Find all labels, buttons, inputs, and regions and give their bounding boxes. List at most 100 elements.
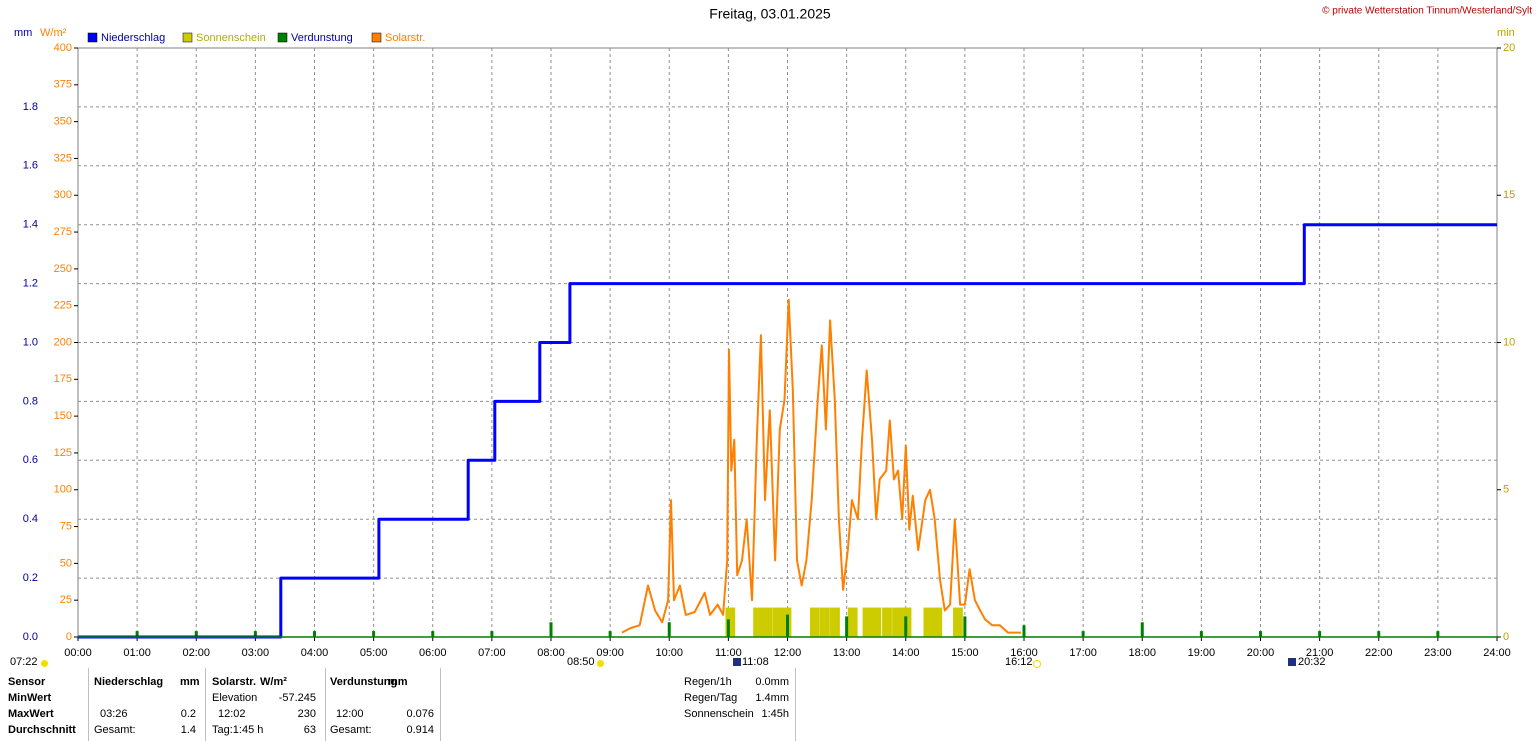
- bar: [1199, 631, 1203, 637]
- legend-label: Niederschlag: [101, 32, 165, 44]
- y3-tick-label: 325: [54, 152, 72, 164]
- status-label: Regen/1h: [684, 676, 732, 688]
- stats-cell: Gesamt:: [94, 724, 136, 736]
- bar: [490, 631, 494, 637]
- chart: Freitag, 03.01.2025 © private Wetterstat…: [14, 6, 1532, 659]
- copyright: © private Wetterstation Tinnum/Westerlan…: [1322, 6, 1532, 17]
- y-tick-label: 1.0: [23, 336, 38, 348]
- y3-tick-label: 175: [54, 373, 72, 385]
- y2-tick-label: 20: [1503, 42, 1515, 54]
- y3-axis-unit: W/m²: [40, 27, 67, 39]
- stats-row-label: Durchschnitt: [8, 724, 76, 736]
- bar: [1318, 631, 1322, 637]
- stats-value: 0.914: [406, 724, 434, 736]
- separator: [325, 668, 326, 741]
- line: [621, 298, 1021, 634]
- bar: [253, 631, 257, 637]
- status-value: 1:45h: [761, 708, 789, 720]
- legend-swatch: [182, 32, 193, 43]
- separator: [205, 668, 206, 741]
- separator: [795, 668, 796, 741]
- y3-tick-label: 25: [60, 594, 72, 606]
- bar: [809, 607, 820, 637]
- stats-header: Verdunstung: [330, 676, 398, 688]
- bar: [953, 607, 963, 637]
- bar: [862, 607, 873, 637]
- status-label: Sonnenschein: [684, 708, 754, 720]
- x-tick-label: 24:00: [1483, 647, 1511, 659]
- y3-tick-label: 250: [54, 263, 72, 275]
- stats-header: Niederschlag: [94, 676, 164, 688]
- x-tick-label: 14:00: [892, 647, 920, 659]
- bar: [923, 607, 934, 637]
- y2-tick-label: 5: [1503, 484, 1509, 496]
- separator: [88, 668, 89, 741]
- x-tick-label: 00:00: [64, 647, 92, 659]
- x-tick-label: 22:00: [1365, 647, 1393, 659]
- y-tick-label: 0.6: [23, 454, 38, 466]
- stats-cell: Gesamt:: [330, 724, 372, 736]
- legend-swatch: [277, 32, 288, 43]
- stats-value: 1.4: [180, 724, 196, 736]
- x-tick-label: 16:00: [1010, 647, 1038, 659]
- x-tick-label: 13:00: [833, 647, 861, 659]
- sunset-time: 16:12: [1005, 656, 1033, 668]
- stats-cell: 12:02: [218, 708, 246, 720]
- x-tick-label: 05:00: [360, 647, 388, 659]
- bar: [892, 607, 902, 637]
- x-tick-label: 06:00: [419, 647, 447, 659]
- stats-cell: 12:00: [336, 708, 364, 720]
- stats-unit: mm: [180, 676, 200, 688]
- bar: [135, 631, 139, 637]
- moon-time: 11:08: [742, 656, 769, 668]
- x-tick-label: 12:00: [774, 647, 802, 659]
- bar: [549, 622, 553, 637]
- y2-tick-label: 15: [1503, 189, 1515, 201]
- stats-value: 0.2: [180, 708, 196, 720]
- stats-row-label: MaxWert: [8, 708, 54, 720]
- bar: [847, 607, 858, 637]
- x-tick-label: 01:00: [123, 647, 151, 659]
- separator: [440, 668, 441, 741]
- line: [78, 223, 1497, 639]
- y-tick-label: 1.8: [23, 101, 38, 113]
- y3-tick-label: 300: [54, 189, 72, 201]
- y-tick-label: 0.8: [23, 395, 38, 407]
- x-tick-label: 18:00: [1128, 647, 1156, 659]
- stats-unit: mm: [388, 676, 408, 688]
- bar: [1022, 625, 1026, 637]
- chart-title: Freitag, 03.01.2025: [709, 6, 831, 22]
- sun-dot: [597, 660, 604, 667]
- y-axis-unit: mm: [14, 27, 32, 39]
- y3-tick-label: 75: [60, 520, 72, 532]
- x-tick-label: 09:00: [596, 647, 624, 659]
- x-tick-label: 07:00: [478, 647, 506, 659]
- x-tick-label: 20:00: [1247, 647, 1275, 659]
- sun-time: 08:50: [567, 656, 595, 668]
- bar: [963, 616, 967, 637]
- status-value: 0.0mm: [755, 676, 789, 688]
- bar: [882, 607, 892, 637]
- moon-time: 20:32: [1298, 656, 1326, 668]
- bar: [753, 607, 764, 637]
- bar: [786, 614, 789, 637]
- y2-tick-label: 0: [1503, 631, 1509, 643]
- bar: [608, 631, 612, 637]
- y-tick-label: 0.4: [23, 513, 38, 525]
- moon-icon: [733, 658, 741, 666]
- stats-cell: 03:26: [100, 708, 128, 720]
- y-tick-label: 1.6: [23, 160, 38, 172]
- legend-label: Solarstr.: [385, 32, 425, 44]
- stats-value: -57.245: [278, 692, 316, 704]
- y3-tick-label: 50: [60, 557, 72, 569]
- bar: [431, 631, 435, 637]
- sun-dot: [41, 660, 48, 667]
- stats-value: 230: [297, 708, 316, 720]
- x-tick-label: 17:00: [1069, 647, 1097, 659]
- bar: [194, 631, 198, 637]
- x-tick-label: 02:00: [182, 647, 210, 659]
- bar: [1081, 631, 1085, 637]
- x-tick-label: 11:00: [715, 647, 742, 659]
- legend-swatch: [371, 32, 382, 43]
